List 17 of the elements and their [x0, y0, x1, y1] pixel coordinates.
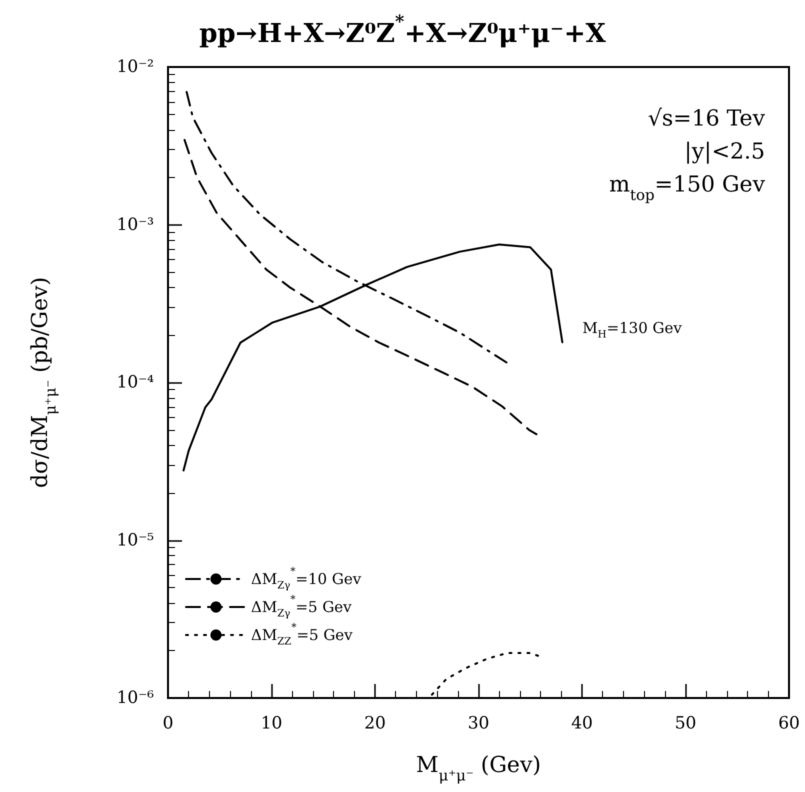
x-tick-label: 0 [162, 714, 174, 734]
y-axis-title: dσ/dMμ⁺μ⁻ (pb/Gev) [28, 276, 60, 488]
x-tick-label: 40 [571, 714, 593, 734]
x-tick-label: 30 [468, 714, 490, 734]
y-tick-label: 10⁻² [116, 57, 154, 77]
x-tick-label: 10 [260, 714, 282, 734]
y-tick-label: 10⁻⁶ [116, 688, 154, 708]
y-tick-label: 10⁻³ [116, 214, 154, 235]
x-tick-label: 60 [778, 714, 800, 734]
x-tick-label: 20 [364, 714, 386, 734]
chart-title: pp→H+X→Z⁰Z*+X→Z⁰μ⁺μ⁻+X [199, 12, 607, 49]
line-series [430, 652, 541, 696]
annotation: √s=16 Tev [648, 106, 766, 132]
y-tick-label: 10⁻⁵ [116, 530, 154, 550]
annotation: |y|<2.5 [684, 140, 766, 164]
x-tick-label: 50 [674, 714, 696, 734]
y-tick-label: 10⁻⁴ [116, 372, 154, 392]
